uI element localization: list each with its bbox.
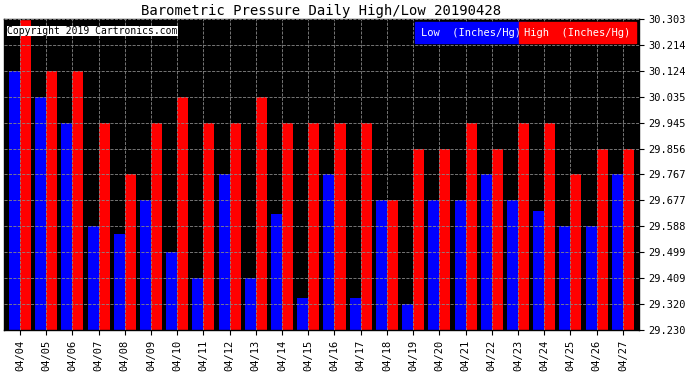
Bar bbox=[623, 149, 634, 330]
Bar bbox=[99, 123, 110, 330]
Bar bbox=[61, 123, 72, 330]
Bar bbox=[177, 97, 188, 330]
Bar bbox=[466, 123, 477, 330]
Bar bbox=[88, 226, 99, 330]
Bar bbox=[455, 201, 466, 330]
Bar bbox=[597, 149, 608, 330]
Bar bbox=[376, 201, 387, 330]
Bar bbox=[335, 123, 346, 330]
Text: Copyright 2019 Cartronics.com: Copyright 2019 Cartronics.com bbox=[8, 26, 178, 36]
Title: Barometric Pressure Daily High/Low 20190428: Barometric Pressure Daily High/Low 20190… bbox=[141, 4, 502, 18]
Bar bbox=[571, 174, 582, 330]
Bar bbox=[230, 123, 241, 330]
Bar bbox=[612, 174, 623, 330]
Bar bbox=[271, 214, 282, 330]
Bar bbox=[256, 97, 267, 330]
Bar bbox=[507, 201, 518, 330]
Bar bbox=[308, 123, 319, 330]
Bar bbox=[151, 123, 162, 330]
Bar bbox=[544, 123, 555, 330]
Legend: Low  (Inches/Hg), High  (Inches/Hg): Low (Inches/Hg), High (Inches/Hg) bbox=[417, 24, 633, 41]
Bar bbox=[35, 97, 46, 330]
Bar bbox=[481, 174, 492, 330]
Bar bbox=[245, 278, 256, 330]
Bar bbox=[324, 174, 335, 330]
Bar bbox=[428, 201, 440, 330]
Bar bbox=[387, 201, 398, 330]
Bar bbox=[72, 71, 83, 330]
Bar bbox=[140, 201, 151, 330]
Bar bbox=[297, 298, 308, 330]
Bar bbox=[518, 123, 529, 330]
Bar bbox=[413, 149, 424, 330]
Bar bbox=[350, 298, 361, 330]
Bar bbox=[46, 71, 57, 330]
Bar bbox=[204, 123, 215, 330]
Bar bbox=[586, 226, 597, 330]
Bar bbox=[193, 278, 204, 330]
Bar bbox=[440, 149, 451, 330]
Bar bbox=[533, 211, 544, 330]
Bar bbox=[361, 123, 372, 330]
Bar bbox=[219, 174, 230, 330]
Bar bbox=[560, 226, 571, 330]
Bar bbox=[402, 304, 413, 330]
Bar bbox=[492, 149, 503, 330]
Bar bbox=[20, 20, 31, 330]
Bar bbox=[114, 234, 125, 330]
Bar bbox=[282, 123, 293, 330]
Bar bbox=[125, 174, 136, 330]
Bar bbox=[166, 252, 177, 330]
Bar bbox=[9, 71, 20, 330]
